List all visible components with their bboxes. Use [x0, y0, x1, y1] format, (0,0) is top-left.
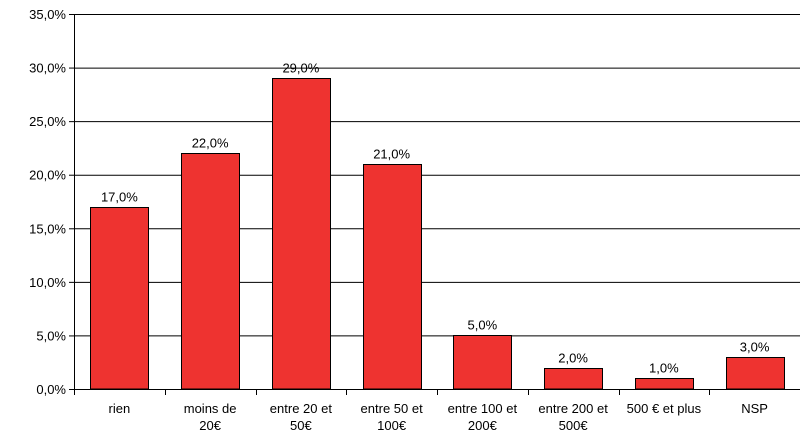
data-label: 22,0%	[192, 136, 229, 151]
bar	[453, 335, 512, 390]
bar	[90, 207, 149, 390]
y-tick-label: 15,0%	[29, 221, 66, 236]
y-tick-label: 20,0%	[29, 168, 66, 183]
x-tick-label: 500 € et plus	[627, 401, 702, 416]
y-tick-label: 10,0%	[29, 275, 66, 290]
x-tick-label: 100€	[377, 418, 407, 433]
bar	[363, 164, 422, 390]
x-tick-label: NSP	[741, 401, 768, 416]
bar	[544, 368, 603, 390]
bar	[635, 378, 694, 390]
x-tick-label: 20€	[199, 418, 221, 433]
labels: 0,0% 5,0% 10,0% 15,0% 20,0% 25,0% 30,0% 35,0% 17…	[29, 7, 770, 433]
y-tick-label: 35,0%	[29, 7, 66, 22]
x-tick-label: 200€	[468, 418, 498, 433]
x-tick-label: rien	[109, 401, 131, 416]
y-tick-label: 25,0%	[29, 114, 66, 129]
x-tick-label: 50€	[290, 418, 312, 433]
data-label: 3,0%	[740, 340, 770, 355]
data-label: 29,0%	[282, 61, 319, 76]
data-label: 1,0%	[649, 361, 679, 376]
bar	[272, 78, 331, 390]
y-tick-label: 0,0%	[36, 382, 66, 397]
y-tick-label: 5,0%	[36, 328, 66, 343]
x-tick-label: entre 100 et	[448, 401, 518, 416]
x-tick-label: entre 20 et	[270, 401, 333, 416]
bar	[181, 153, 240, 390]
data-label: 21,0%	[373, 147, 410, 162]
axes	[69, 14, 800, 395]
x-tick-label: moins de	[184, 401, 237, 416]
y-tick-label: 30,0%	[29, 61, 66, 76]
x-tick-label: entre 200 et	[538, 401, 608, 416]
data-label: 17,0%	[101, 190, 138, 205]
data-label: 2,0%	[558, 351, 588, 366]
bar	[726, 357, 785, 390]
bars	[90, 78, 785, 390]
x-tick-label: 500€	[559, 418, 589, 433]
x-tick-label: entre 50 et	[361, 401, 424, 416]
data-label: 5,0%	[468, 318, 498, 333]
